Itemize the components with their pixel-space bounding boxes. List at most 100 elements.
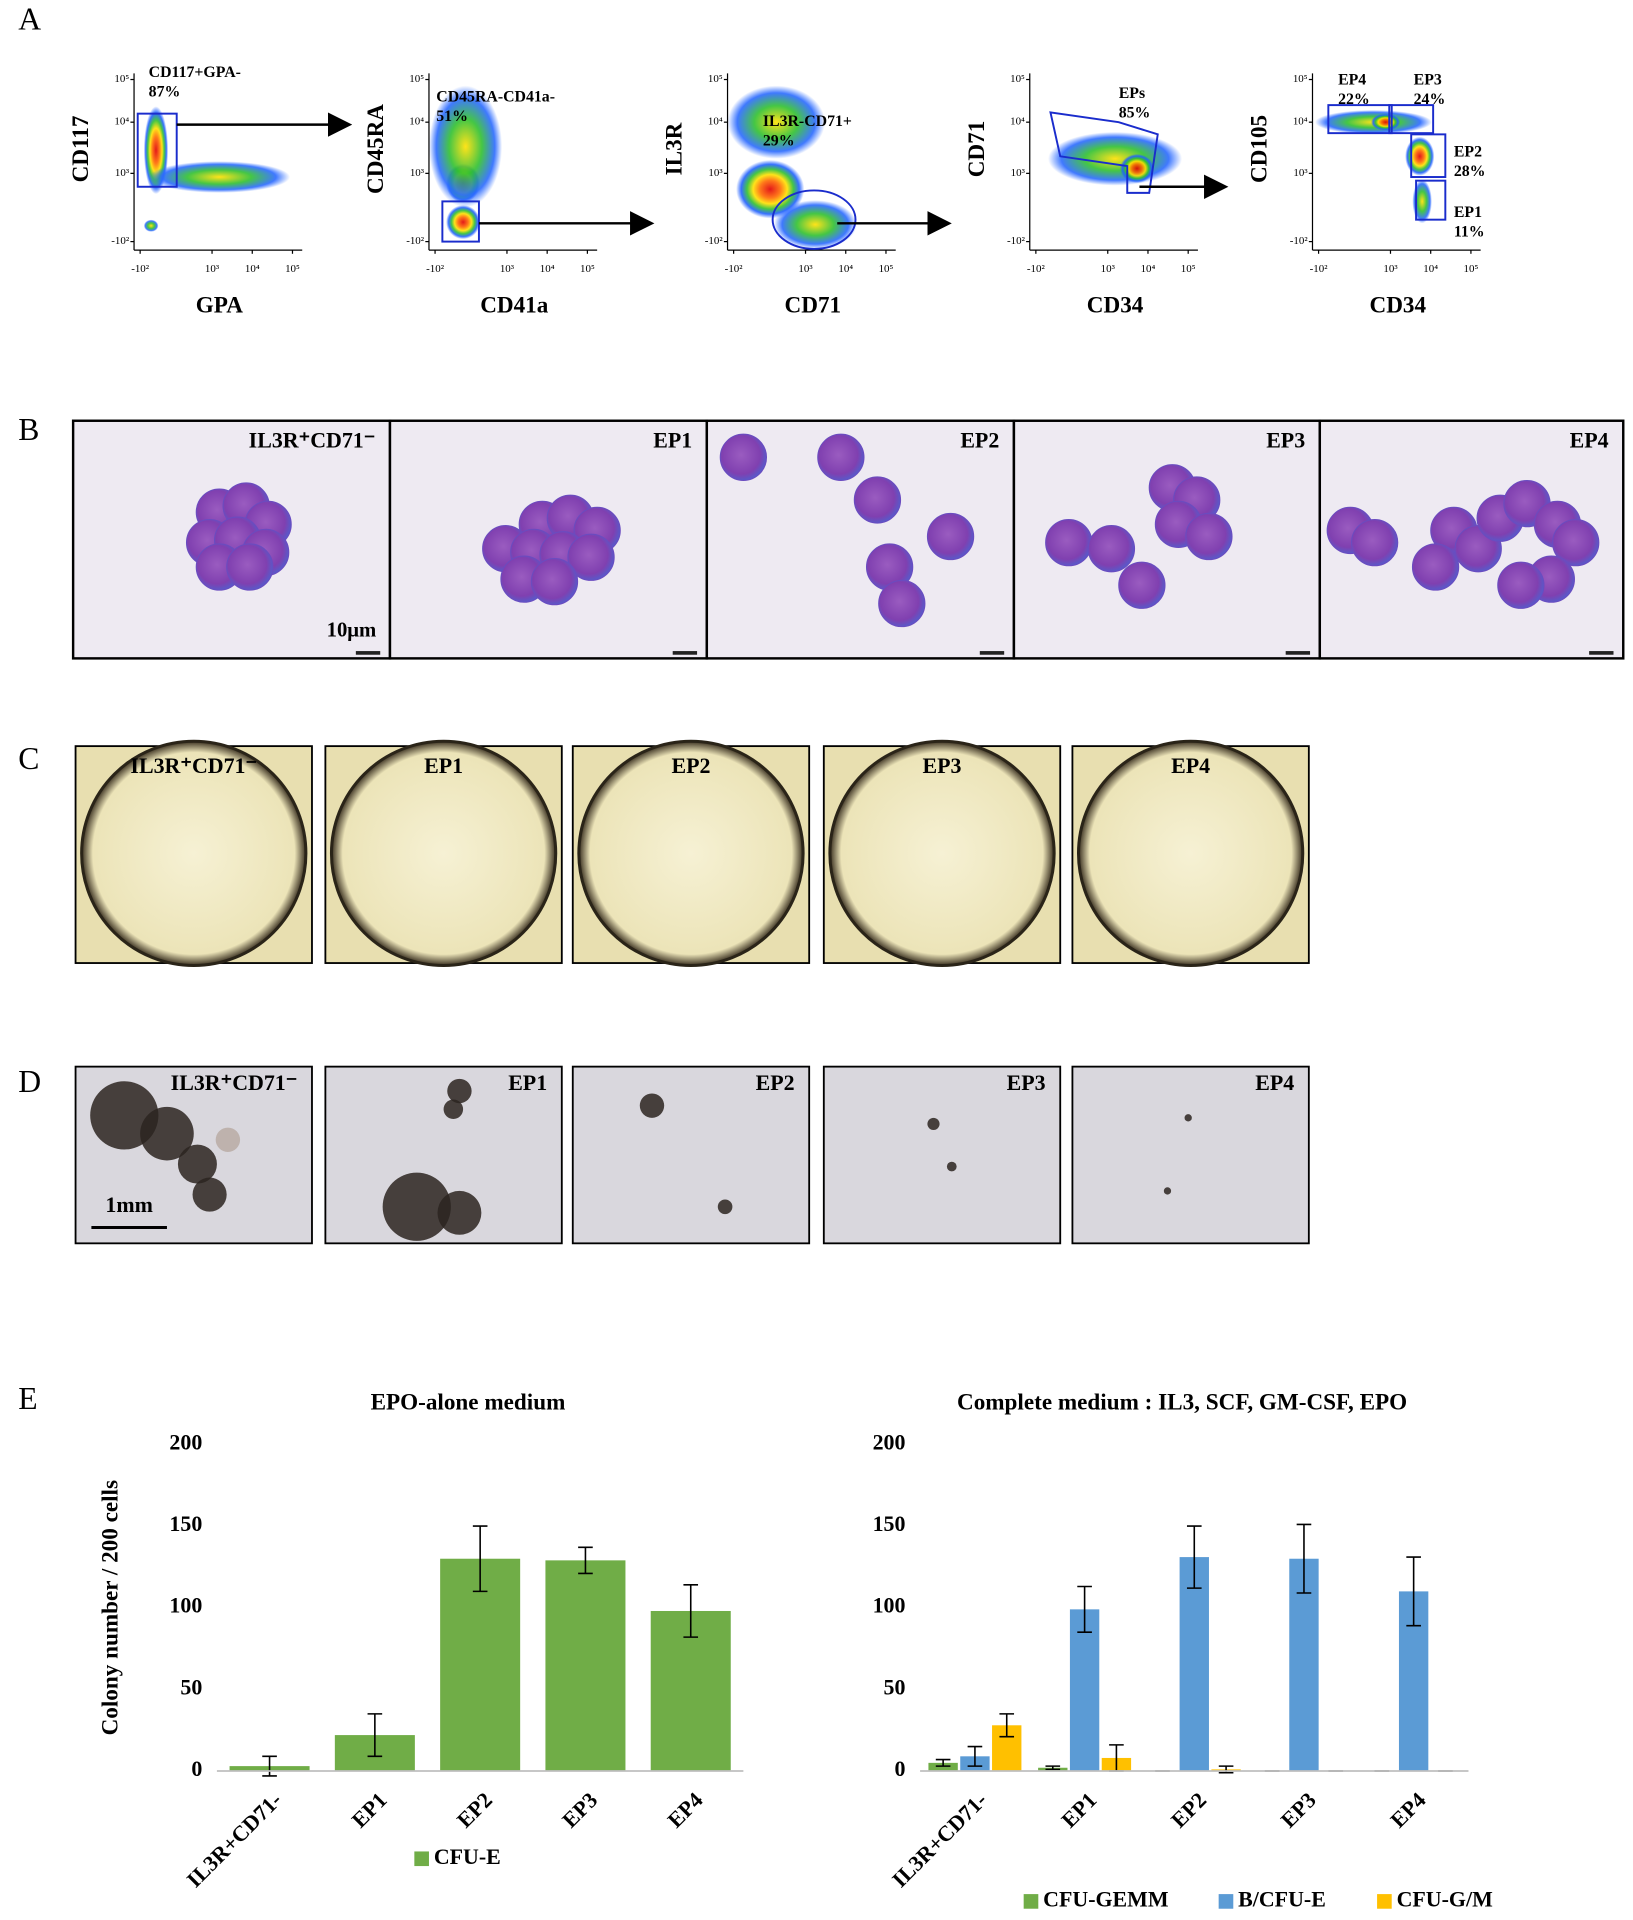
x-tick-label: 10³ bbox=[1383, 263, 1398, 275]
x-tick-label: 10³ bbox=[500, 263, 515, 275]
colony bbox=[1163, 1187, 1172, 1195]
x-tick-label: 10³ bbox=[1101, 263, 1116, 275]
gate-percent: 22% bbox=[1338, 91, 1370, 108]
error-bar bbox=[1077, 1585, 1092, 1634]
y-tick-label: 10⁴ bbox=[114, 116, 129, 128]
x-tick-label: -10² bbox=[131, 263, 150, 275]
x-axis-label: CD34 bbox=[1370, 293, 1427, 319]
y-tick-label: 200 bbox=[873, 1429, 906, 1454]
bar bbox=[1179, 1557, 1209, 1772]
cell bbox=[1497, 561, 1545, 609]
y-tick-label: 10³ bbox=[410, 167, 425, 179]
colony bbox=[639, 1093, 665, 1118]
legend-label: CFU-GEMM bbox=[1043, 1886, 1169, 1911]
x-tick-label: EP4 bbox=[1385, 1787, 1430, 1832]
x-axis-label: CD34 bbox=[1087, 293, 1144, 319]
colony-photo bbox=[822, 1065, 1062, 1245]
colony bbox=[382, 1172, 451, 1241]
legend-swatch bbox=[414, 1851, 429, 1867]
x-tick-label: 10⁴ bbox=[245, 263, 260, 275]
gate bbox=[1327, 104, 1393, 135]
x-tick-label: -10² bbox=[725, 263, 744, 275]
panel-label: C bbox=[18, 741, 39, 776]
colony bbox=[140, 1106, 194, 1161]
x-tick-label: EP3 bbox=[1276, 1787, 1321, 1832]
dish bbox=[1076, 739, 1305, 968]
colony-photo bbox=[1071, 1065, 1310, 1245]
image-label: EP3 bbox=[923, 753, 962, 778]
scale-bar bbox=[1589, 651, 1614, 655]
y-tick-label: 100 bbox=[873, 1593, 906, 1618]
scale-bar-label: 1mm bbox=[105, 1192, 152, 1217]
image-label: EP1 bbox=[508, 1070, 547, 1095]
y-axis-label: CD45RA bbox=[363, 104, 389, 194]
colony bbox=[192, 1177, 227, 1212]
x-tick-label: EP2 bbox=[1166, 1787, 1211, 1832]
gate-percent: 24% bbox=[1414, 91, 1446, 108]
scale-bar bbox=[672, 651, 698, 655]
density bbox=[727, 85, 826, 159]
image-label: EP2 bbox=[756, 1070, 795, 1095]
cell bbox=[853, 476, 902, 524]
dish bbox=[80, 739, 308, 968]
bar bbox=[1069, 1609, 1100, 1772]
y-tick-label: 10³ bbox=[708, 167, 723, 179]
scale-bar-label: 10μm bbox=[327, 619, 377, 641]
bar bbox=[928, 1762, 958, 1772]
gate-percent: 51% bbox=[436, 108, 468, 125]
x-axis-label: GPA bbox=[196, 293, 243, 319]
y-tick-label: 10⁴ bbox=[1010, 116, 1025, 128]
cell bbox=[1045, 518, 1093, 567]
y-tick-label: 10⁴ bbox=[409, 116, 424, 128]
gate-label: EPs bbox=[1119, 85, 1145, 102]
gate-percent: 11% bbox=[1454, 224, 1485, 241]
panel-label: B bbox=[18, 412, 39, 447]
gate bbox=[1049, 111, 1159, 194]
chart-title: EPO-alone medium bbox=[371, 1390, 566, 1416]
error-bar bbox=[935, 1758, 951, 1767]
density bbox=[1048, 131, 1183, 186]
gate bbox=[1388, 104, 1435, 135]
gate-label: EP2 bbox=[1454, 143, 1482, 160]
bar bbox=[545, 1560, 626, 1772]
density bbox=[1370, 113, 1401, 131]
error-bar bbox=[683, 1584, 699, 1638]
cell bbox=[719, 433, 768, 481]
y-tick-label: 10³ bbox=[1011, 167, 1026, 179]
colony bbox=[717, 1199, 733, 1215]
y-tick-label: 0 bbox=[894, 1756, 905, 1781]
y-tick-label: 150 bbox=[169, 1511, 202, 1536]
dish bbox=[828, 739, 1056, 968]
y-axis-label: Colony number / 200 cells bbox=[97, 1480, 123, 1735]
error-bar bbox=[1296, 1523, 1312, 1594]
image-label: EP4 bbox=[1171, 753, 1210, 778]
colony bbox=[447, 1078, 472, 1104]
x-tick-label: EP4 bbox=[662, 1787, 707, 1832]
density bbox=[1119, 153, 1155, 184]
y-tick-label: -10² bbox=[705, 235, 724, 247]
density bbox=[1412, 179, 1432, 224]
x-tick-label: 10⁵ bbox=[580, 263, 595, 275]
x-tick-label: 10⁵ bbox=[1464, 263, 1479, 275]
legend-label: CFU-E bbox=[434, 1844, 501, 1869]
y-tick-label: 10⁵ bbox=[1010, 73, 1025, 85]
y-tick-label: 10³ bbox=[115, 167, 130, 179]
x-tick-label: EP1 bbox=[346, 1787, 391, 1832]
y-tick-label: 100 bbox=[169, 1593, 202, 1618]
panel-label: D bbox=[18, 1064, 41, 1099]
error-bar bbox=[367, 1713, 383, 1758]
y-axis-label: IL3R bbox=[662, 122, 688, 175]
image-label: IL3R⁺CD71⁻ bbox=[130, 753, 257, 778]
x-axis-label: CD71 bbox=[785, 293, 842, 319]
y-tick-label: 50 bbox=[884, 1674, 906, 1699]
y-axis-label: CD71 bbox=[964, 121, 990, 178]
x-tick-label: IL3R+CD71- bbox=[887, 1787, 992, 1892]
x-tick-label: EP2 bbox=[452, 1787, 497, 1832]
legend-swatch bbox=[1023, 1894, 1039, 1909]
y-tick-label: 10⁴ bbox=[1293, 116, 1308, 128]
cell bbox=[1118, 561, 1166, 609]
x-axis-label: CD41a bbox=[480, 293, 549, 319]
density bbox=[428, 85, 503, 208]
y-tick-label: -10² bbox=[1290, 235, 1309, 247]
density bbox=[736, 159, 805, 219]
